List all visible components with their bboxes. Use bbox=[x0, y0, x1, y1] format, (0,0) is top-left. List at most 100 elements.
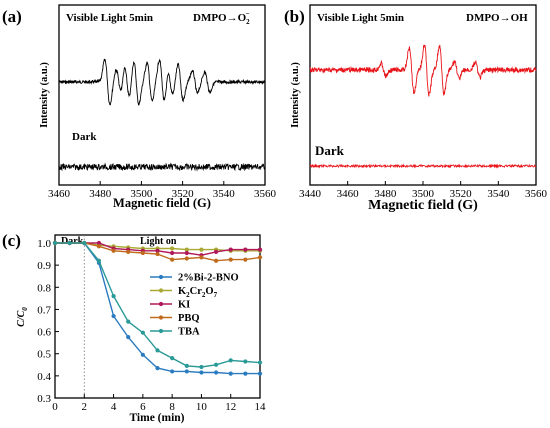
panel-a-light-spectrum bbox=[58, 58, 266, 106]
data-point-k2cr2o7 bbox=[199, 247, 204, 252]
data-point-pbq bbox=[243, 257, 248, 262]
data-point-tba bbox=[228, 358, 233, 363]
data-point-pbq bbox=[111, 248, 116, 253]
legend-label-2-bi-2-bno: 2%Bi-2-BNO bbox=[178, 273, 239, 284]
data-point-tba bbox=[140, 330, 145, 335]
data-point-tba bbox=[52, 240, 58, 246]
panel-c-y-tick-label: 0.3 bbox=[37, 393, 51, 405]
panel-b-x-tick-label: 3440 bbox=[299, 188, 322, 200]
panel-b-species-oh: OH bbox=[511, 12, 529, 24]
data-point-2-bi-2-bno bbox=[155, 366, 160, 371]
data-point-tba bbox=[126, 319, 131, 324]
data-point-ki bbox=[155, 248, 160, 253]
panel-c-light-label: Light on bbox=[140, 236, 177, 247]
panel-c-x-tick-label: 10 bbox=[196, 401, 208, 413]
panel-a-species-sub: 2 bbox=[246, 18, 250, 26]
data-point-2-bi-2-bno bbox=[213, 370, 219, 375]
data-point-k2cr2o7 bbox=[184, 247, 189, 252]
data-point-ki bbox=[184, 250, 189, 256]
panel-c-x-tick-label: 2 bbox=[82, 401, 88, 413]
panel-a-species-sup: − bbox=[246, 10, 250, 18]
data-point-pbq bbox=[257, 255, 263, 260]
panel-c-x-tick-label: 8 bbox=[169, 401, 175, 413]
panel-a: (a) Visible Light 5min DMPO→O2− Dark 346… bbox=[2, 4, 277, 210]
panel-a-species-dmpo: DMPO bbox=[193, 12, 227, 24]
legend-label-ki: KI bbox=[178, 300, 190, 311]
panel-a-species-o: O bbox=[238, 12, 247, 24]
panel-c-y-tick-label: 1.0 bbox=[37, 238, 51, 250]
panel-b-y-label: Intensity (a.u.) bbox=[290, 62, 301, 128]
panel-b-x-tick-label: 3540 bbox=[487, 188, 510, 200]
panel-b-species-label: DMPO→OH bbox=[466, 12, 528, 24]
data-point-ki bbox=[213, 249, 219, 254]
panel-b-light-label: Visible Light 5min bbox=[317, 12, 404, 24]
panel-c-y-tick-label: 0.4 bbox=[37, 371, 51, 383]
panel-c-y-tick-label: 0.6 bbox=[37, 327, 51, 339]
legend-label-k2cr2o7: K2Cr2O7 bbox=[178, 286, 218, 299]
panel-c-series bbox=[52, 240, 263, 376]
data-point-tba bbox=[82, 240, 87, 246]
data-point-pbq bbox=[155, 251, 160, 257]
panel-c: (c) Dark Light on 0 2 4 6 8 10 12 14 0.3 0.4 0.5 0.… bbox=[2, 231, 266, 424]
panel-a-species-label: DMPO→O2− bbox=[193, 10, 250, 26]
data-point-ki bbox=[243, 247, 248, 252]
legend-marker-tba bbox=[158, 328, 164, 334]
panel-b-x-tick-label: 3500 bbox=[412, 188, 435, 200]
legend-label-pbq: PBQ bbox=[178, 313, 200, 324]
data-point-tba bbox=[243, 359, 248, 364]
panel-b-species-dmpo: DMPO bbox=[466, 12, 500, 24]
panel-a-x-tick-label: 3560 bbox=[254, 188, 277, 200]
data-point-2-bi-2-bno bbox=[111, 313, 116, 319]
panel-a-species-arrow: → bbox=[227, 12, 238, 24]
data-point-k2cr2o7 bbox=[170, 246, 175, 251]
panel-c-y-label: C/C0 bbox=[16, 307, 29, 327]
panel-a-x-tick-label: 3540 bbox=[213, 188, 236, 200]
panel-c-x-tick-label: 6 bbox=[140, 401, 146, 413]
data-point-tba bbox=[213, 362, 219, 367]
data-point-pbq bbox=[126, 249, 131, 254]
legend-marker-pbq bbox=[158, 315, 164, 320]
data-point-pbq bbox=[170, 257, 175, 262]
panel-b-x-tick-label: 3520 bbox=[450, 188, 473, 200]
data-point-tba bbox=[96, 258, 102, 263]
panel-b-species-arrow: → bbox=[500, 12, 511, 24]
panel-c-y-tick-label: 0.7 bbox=[37, 304, 51, 316]
panel-c-y-label-main: C/C bbox=[16, 310, 27, 326]
panel-c-letter: (c) bbox=[2, 231, 21, 250]
data-point-2-bi-2-bno bbox=[199, 370, 204, 375]
panel-a-x-tick-label: 3480 bbox=[89, 188, 112, 200]
panel-c-x-label: Time (min) bbox=[129, 412, 184, 424]
panel-c-x-tick-label: 12 bbox=[225, 401, 236, 413]
panel-a-x-tick-label: 3500 bbox=[130, 188, 153, 200]
data-point-2-bi-2-bno bbox=[170, 369, 175, 374]
data-point-ki bbox=[96, 240, 102, 246]
data-point-tba bbox=[199, 364, 204, 370]
data-point-2-bi-2-bno bbox=[257, 371, 263, 376]
panel-b-dark-label: Dark bbox=[315, 143, 345, 158]
panel-b-frame bbox=[309, 4, 537, 186]
series-line-2-bi-2-bno bbox=[55, 242, 260, 375]
data-point-pbq bbox=[140, 250, 145, 256]
panel-a-x-label: Magnetic field (G) bbox=[113, 196, 211, 210]
panel-b-x-ticks: 3440 3460 3480 3500 3520 3540 3560 bbox=[299, 181, 548, 200]
panel-c-y-tick-label: 0.5 bbox=[37, 349, 51, 361]
data-point-tba bbox=[111, 294, 116, 299]
panel-a-dark-label: Dark bbox=[72, 131, 97, 143]
data-point-2-bi-2-bno bbox=[243, 371, 248, 376]
data-point-ki bbox=[228, 247, 233, 252]
data-point-ki bbox=[257, 247, 263, 252]
data-point-2-bi-2-bno bbox=[184, 369, 189, 374]
panel-b-letter: (b) bbox=[284, 7, 305, 26]
data-point-pbq bbox=[213, 258, 219, 263]
panel-c-x-tick-label: 0 bbox=[52, 401, 58, 413]
data-point-tba bbox=[170, 356, 175, 361]
data-point-tba bbox=[184, 363, 189, 368]
panel-a-x-ticks: 3460 3480 3500 3520 3540 3560 bbox=[48, 181, 277, 200]
data-point-pbq bbox=[96, 244, 102, 249]
panel-a-dark-spectrum bbox=[58, 162, 266, 172]
panel-b-x-label: Magnetic field (G) bbox=[368, 198, 478, 213]
data-point-tba bbox=[155, 348, 160, 353]
panel-c-frame bbox=[54, 234, 261, 399]
data-point-2-bi-2-bno bbox=[126, 335, 131, 340]
